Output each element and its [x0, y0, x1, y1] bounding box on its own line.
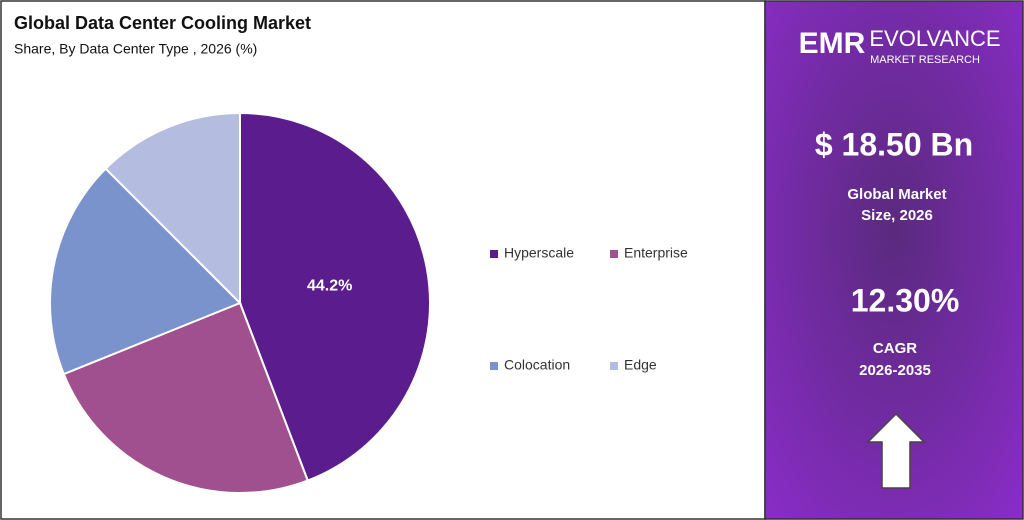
logo-mark: EMR [799, 27, 866, 60]
logo-name: EVOLVANCE [869, 26, 1000, 51]
growth-arrow [866, 412, 926, 489]
chart-subtitle: Share, By Data Center Type , 2026 (%) [14, 41, 257, 57]
pie-slice [104, 111, 241, 306]
legend-swatch [610, 362, 618, 370]
pie-slice [239, 111, 431, 482]
market-size: $ 18.50 Bn [815, 126, 973, 162]
legend: Hyperscale Enterprise Colocation Edge [490, 245, 688, 373]
cagr: 12.30% [851, 282, 960, 318]
data-label: 44.2% [307, 278, 352, 295]
legend-swatch [490, 362, 498, 370]
legend-swatch [610, 250, 618, 258]
cagr-label: 2026-2035 [859, 362, 931, 379]
pie: 44.2% [49, 111, 431, 494]
pie-slice [49, 167, 242, 376]
legend-swatch [490, 250, 498, 258]
legend-label: Edge [624, 357, 657, 373]
logo-sub: MARKET RESEARCH [870, 54, 980, 66]
market-size-label: Size, 2026 [861, 207, 933, 224]
chart-title: Global Data Center Cooling Market [14, 13, 311, 33]
legend-label: Colocation [504, 357, 570, 373]
legend-label: Enterprise [624, 245, 688, 261]
cagr-label: CAGR [873, 340, 917, 357]
market-size-label: Global Market [847, 186, 946, 203]
legend-label: Hyperscale [504, 245, 574, 261]
